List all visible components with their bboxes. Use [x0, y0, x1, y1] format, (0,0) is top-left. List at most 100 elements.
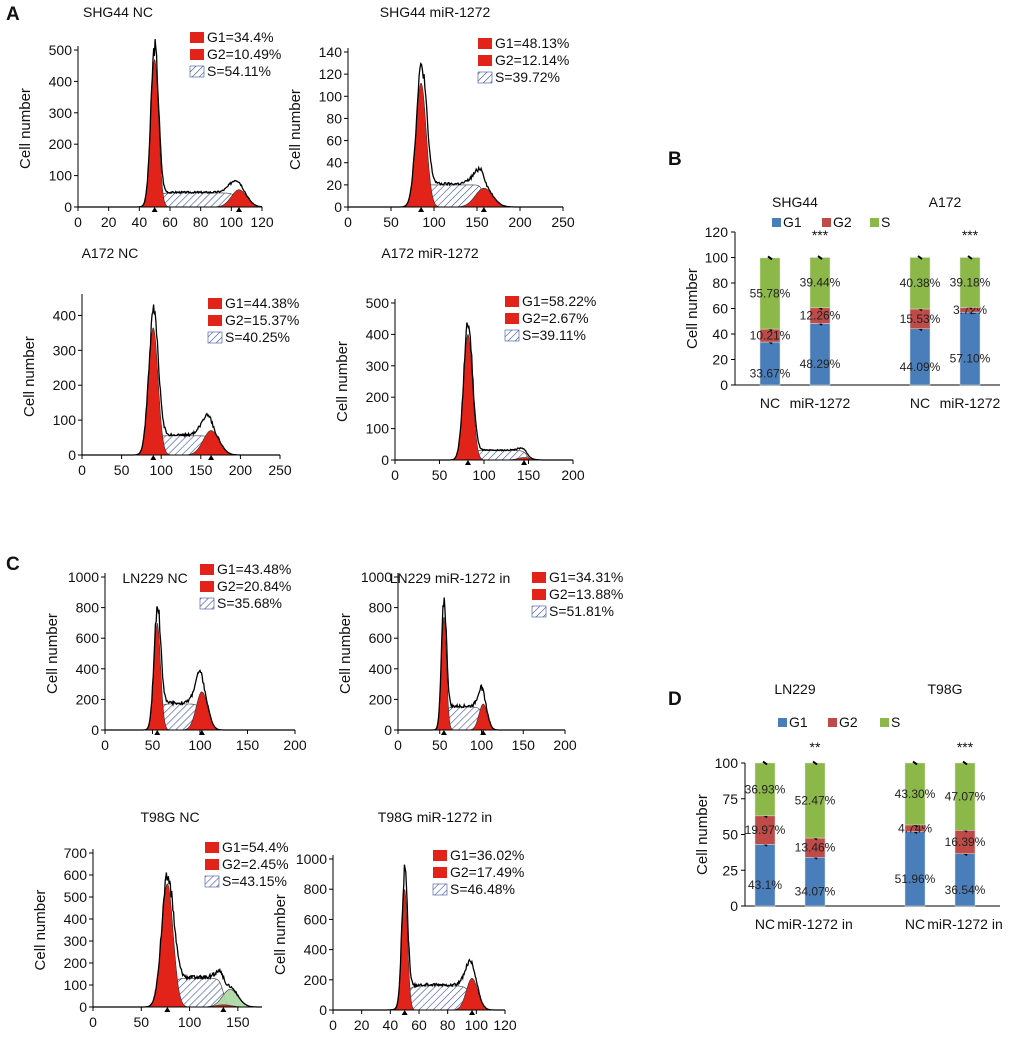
legend-label: G1=54.4%: [222, 839, 289, 855]
x-tick-label: 0: [394, 737, 402, 753]
legend-swatch: [200, 564, 214, 575]
legend-label: S=39.11%: [522, 327, 586, 343]
x-tick-label: 150: [512, 737, 536, 753]
peak-marker-icon: [154, 730, 161, 735]
y-tick-label: 800: [304, 881, 328, 897]
x-tick-label: 200: [561, 467, 585, 483]
y-tick-label: 60: [712, 301, 728, 317]
y-tick-label: 100: [49, 168, 73, 184]
x-tick-label: 120: [493, 1017, 517, 1033]
chart-title: LN229 NC: [122, 570, 187, 586]
error-bar: [767, 255, 773, 261]
legend-swatch: [778, 718, 787, 727]
legend-swatch: [190, 49, 204, 60]
x-tick-label: 0: [329, 1017, 337, 1033]
legend-label: G1: [789, 714, 808, 730]
y-tick-label: 40: [326, 155, 342, 171]
x-tick-label: 100: [178, 1014, 202, 1030]
y-tick-label: 400: [304, 942, 328, 958]
peak-marker-icon: [198, 730, 205, 735]
legend-label: S: [881, 214, 890, 230]
bar-value-label: 55.78%: [750, 286, 791, 300]
bar-value-label: 39.44%: [800, 276, 841, 290]
chart-title: T98G miR-1272 in: [378, 809, 492, 825]
chart-title: A172 NC: [82, 245, 139, 261]
error-bar: [962, 760, 968, 766]
legend-label: G2=2.67%: [522, 310, 589, 326]
group-title: SHG44: [772, 194, 818, 210]
y-tick-label: 200: [366, 389, 390, 405]
x-tick-label: 60: [411, 1017, 427, 1033]
bar-g1: [754, 844, 776, 907]
x-tick-label: 150: [236, 737, 260, 753]
x-tick-label: 40: [132, 214, 148, 230]
y-tick-label: 140: [319, 44, 343, 60]
bar-value-label: 43.1%: [748, 878, 782, 892]
peak-marker-icon: [401, 1010, 408, 1015]
x-tick-label: 250: [268, 462, 292, 478]
category-label: NC: [760, 395, 780, 411]
y-tick-label: 75: [722, 791, 738, 807]
x-tick-label: 20: [101, 214, 117, 230]
bar-g1: [904, 831, 926, 907]
x-tick-label: 100: [472, 467, 496, 483]
error-bar: [762, 760, 768, 766]
x-tick-label: 100: [422, 214, 446, 230]
legend-swatch: [478, 55, 492, 66]
peak-marker-icon: [440, 730, 447, 735]
x-tick-label: 40: [383, 1017, 399, 1033]
y-tick-label: 500: [366, 295, 390, 311]
y-tick-label: 0: [720, 377, 728, 393]
legend-label: S=35.68%: [217, 595, 282, 611]
group-title: LN229: [774, 681, 815, 697]
bar-value-label: 12.26%: [800, 309, 841, 323]
x-tick-label: 100: [470, 737, 494, 753]
x-tick-label: 80: [440, 1017, 456, 1033]
legend-label: S=51.81%: [549, 603, 614, 619]
y-tick-label: 0: [68, 447, 76, 463]
y-tick-label: 600: [369, 630, 393, 646]
error-bar: [967, 255, 973, 260]
y-tick-label: 100: [705, 250, 729, 266]
y-axis-label: Cell number: [272, 894, 289, 975]
bar-value-label: 51.96%: [895, 872, 936, 886]
x-tick-label: 0: [344, 214, 352, 230]
legend-swatch: [204, 875, 220, 888]
y-tick-label: 0: [334, 199, 342, 215]
x-tick-label: 0: [78, 462, 86, 478]
legend-label: G1=43.48%: [217, 561, 291, 577]
x-tick-label: 0: [89, 1014, 97, 1030]
legend-swatch: [207, 331, 223, 344]
peak-marker-icon: [521, 460, 528, 465]
y-tick-label: 0: [64, 199, 72, 215]
legend-label: S=43.15%: [222, 873, 287, 889]
category-label: miR-1272: [940, 395, 1001, 411]
y-tick-label: 300: [49, 105, 73, 121]
y-tick-label: 120: [705, 224, 729, 240]
legend-swatch: [433, 867, 447, 878]
bar-value-label: 13.46%: [795, 841, 836, 855]
category-label: miR-1272 in: [777, 916, 852, 932]
chart-title: SHG44 miR-1272: [380, 4, 491, 20]
peak-marker-icon: [418, 207, 425, 212]
y-tick-label: 100: [366, 421, 390, 437]
legend-label: G2=12.14%: [495, 52, 569, 68]
legend-label: G1=34.31%: [549, 569, 623, 585]
y-tick-label: 1000: [361, 569, 392, 585]
y-tick-label: 300: [366, 358, 390, 374]
bar-value-label: 10.21%: [750, 329, 791, 343]
significance-marker: **: [810, 739, 821, 755]
legend-label: G1=44.38%: [225, 295, 299, 311]
panel-label-c: C: [6, 554, 20, 575]
x-tick-label: 20: [354, 1017, 370, 1033]
x-tick-label: 50: [114, 462, 130, 478]
y-axis-label: Cell number: [694, 794, 711, 875]
bar-value-label: 52.47%: [795, 794, 836, 808]
legend-swatch: [880, 718, 889, 727]
g2-peak: [105, 691, 295, 731]
x-tick-label: 200: [508, 214, 532, 230]
x-tick-label: 60: [162, 214, 178, 230]
category-label: miR-1272: [790, 395, 851, 411]
